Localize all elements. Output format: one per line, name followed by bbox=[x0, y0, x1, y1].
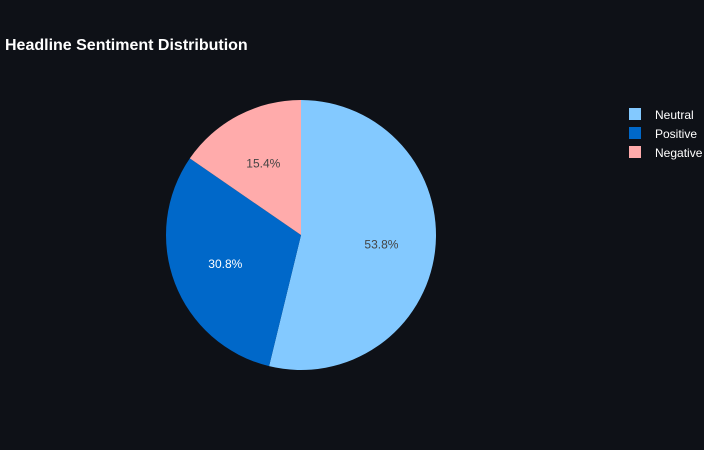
pie-slices bbox=[165, 100, 436, 370]
legend-item-positive[interactable]: Positive bbox=[629, 127, 697, 141]
legend-label-negative: Negative bbox=[655, 146, 703, 160]
legend-swatch-neutral bbox=[629, 108, 641, 120]
chart-title: Headline Sentiment Distribution bbox=[5, 37, 248, 54]
pie-label-neutral: 53.8% bbox=[364, 238, 398, 252]
chart-legend: Neutral Positive Negative bbox=[629, 108, 703, 160]
legend-label-positive: Positive bbox=[655, 127, 697, 141]
legend-label-neutral: Neutral bbox=[655, 108, 694, 122]
legend-swatch-positive bbox=[629, 127, 641, 139]
pie-slice-neutral[interactable] bbox=[269, 100, 436, 370]
legend-item-negative[interactable]: Negative bbox=[629, 146, 703, 160]
pie-label-positive: 30.8% bbox=[208, 257, 242, 271]
pie-label-negative: 15.4% bbox=[246, 156, 280, 170]
pie-slice-negative[interactable] bbox=[189, 100, 301, 235]
legend-swatch-negative bbox=[629, 146, 641, 158]
pie-slice-labels: 53.8% 30.8% 15.4% bbox=[208, 156, 398, 271]
legend-item-neutral[interactable]: Neutral bbox=[629, 108, 694, 122]
pie-slice-positive[interactable] bbox=[165, 158, 301, 367]
